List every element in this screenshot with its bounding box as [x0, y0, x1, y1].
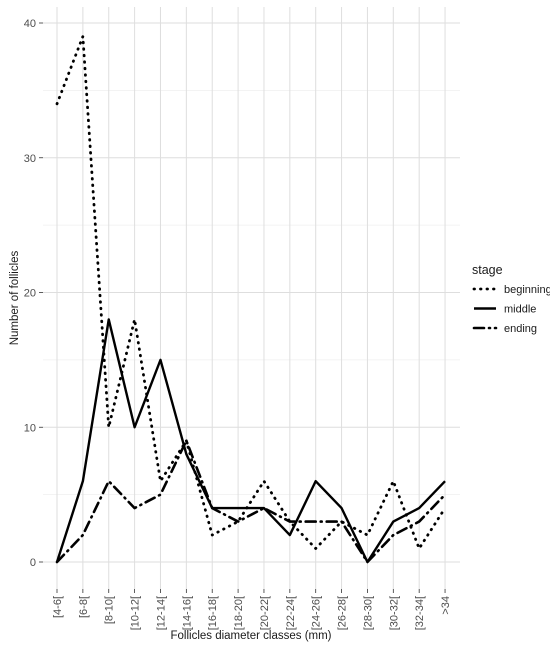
- minor-gridlines: [43, 90, 460, 495]
- major-gridlines: [43, 7, 460, 589]
- y-tick-label: 20: [24, 288, 36, 300]
- legend-label-beginning: beginning: [504, 284, 550, 296]
- y-tick-label: 10: [24, 422, 36, 434]
- x-tick-label: [18-20[: [233, 596, 245, 630]
- x-tick-label: [10-12[: [130, 596, 142, 630]
- y-tick-label: 40: [24, 18, 36, 30]
- x-tick-label: [4-6[: [52, 596, 64, 618]
- series-line-middle: [55, 318, 446, 564]
- x-tick-label: [22-24[: [285, 596, 297, 630]
- x-tick-label: [14-16[: [181, 596, 193, 630]
- series-line-ending: [55, 439, 447, 564]
- x-tick-label: [30-32[: [388, 596, 400, 630]
- x-tick-label: [26-28[: [337, 596, 349, 630]
- legend-title: stage: [472, 263, 503, 277]
- y-axis-ticks: 0 10 20 30 40: [24, 18, 43, 569]
- x-tick-label: [28-30[: [362, 596, 374, 630]
- x-tick-label: >34: [440, 596, 452, 615]
- x-tick-label: [6-8[: [78, 596, 90, 618]
- legend: stage beginning middle ending: [472, 263, 550, 335]
- legend-label-ending: ending: [504, 323, 537, 335]
- series-lines: [55, 35, 447, 564]
- x-tick-label: [16-18[: [207, 596, 219, 630]
- x-tick-label: [8-10[: [104, 596, 116, 624]
- y-tick-label: 30: [24, 153, 36, 165]
- x-tick-label: [12-14[: [155, 596, 167, 630]
- y-axis-title: Number of follicles: [9, 250, 21, 345]
- x-axis-title: Follicles diameter classes (mm): [170, 630, 331, 642]
- x-tick-label: [24-26[: [311, 596, 323, 630]
- legend-label-middle: middle: [504, 304, 536, 316]
- x-axis-ticks: [4-6[ [6-8[ [8-10[ [10-12[ [12-14[ [14-16[ [16…: [52, 589, 452, 630]
- plot-panel: [43, 7, 460, 589]
- x-tick-label: [20-22[: [259, 596, 271, 630]
- y-tick-label: 0: [30, 557, 36, 569]
- x-tick-label: [32-34[: [414, 596, 426, 630]
